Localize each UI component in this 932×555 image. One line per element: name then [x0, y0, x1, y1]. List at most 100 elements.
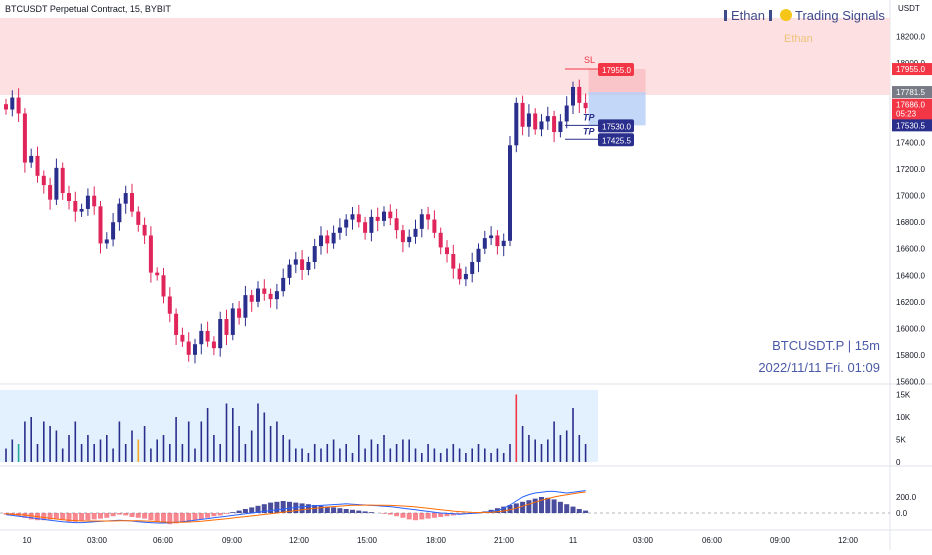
- candle-body: [41, 175, 46, 186]
- volume-bar: [339, 448, 341, 462]
- volume-bar: [578, 435, 581, 462]
- volume-bar: [225, 403, 228, 462]
- volume-bar: [572, 408, 574, 462]
- volume-bar: [358, 435, 360, 462]
- macd-histogram-bar: [551, 499, 557, 513]
- volume-bar: [269, 426, 272, 462]
- volume-bar: [244, 444, 247, 462]
- candle-body: [337, 227, 342, 233]
- candle-body: [136, 211, 141, 225]
- candle-body: [293, 259, 298, 265]
- candle-body: [67, 193, 71, 201]
- price-tick-label: 16200.0: [896, 298, 925, 307]
- macd-histogram-bar: [161, 513, 166, 524]
- axis-price-value: 17781.5: [896, 88, 925, 97]
- candle-body: [552, 116, 557, 133]
- candle-body: [224, 319, 229, 335]
- tp-label: TP: [583, 126, 595, 136]
- volume-bar: [200, 421, 203, 462]
- candle-body: [388, 211, 393, 219]
- time-tick-label: 03:00: [633, 536, 654, 545]
- candle-body: [394, 218, 399, 231]
- macd-histogram-bar: [406, 513, 412, 520]
- watermark-label: Ethan: [784, 33, 813, 45]
- candle-body: [350, 214, 355, 220]
- volume-bar: [213, 435, 215, 462]
- time-tick-label: 06:00: [702, 536, 723, 545]
- macd-histogram-bar: [501, 506, 507, 513]
- candle-body: [571, 86, 575, 106]
- candle-body: [438, 232, 443, 248]
- candle-body: [186, 341, 191, 355]
- volume-bar: [509, 444, 511, 462]
- macd-histogram-bar: [350, 509, 355, 513]
- macd-histogram-bar: [110, 513, 116, 517]
- volume-bar: [11, 439, 14, 462]
- candle-body: [363, 222, 368, 233]
- volume-bar: [376, 444, 379, 462]
- candle-body: [180, 334, 185, 342]
- volume-bar: [187, 421, 190, 462]
- sl-badge: [598, 63, 634, 77]
- candle-body: [539, 121, 544, 130]
- axis-price-value: 17530.5: [896, 121, 925, 130]
- volume-bar: [55, 430, 58, 462]
- volume-bar: [389, 448, 392, 462]
- macd-histogram-bar: [198, 513, 204, 520]
- volume-bar: [458, 448, 461, 462]
- candle-body: [508, 145, 512, 241]
- candle-body: [300, 259, 305, 270]
- candle-body: [312, 246, 317, 262]
- macd-histogram-bar: [507, 505, 513, 513]
- candle-body: [495, 235, 500, 247]
- volume-bar: [5, 448, 7, 462]
- datetime-info: 2022/11/11 Fri. 01:09: [758, 360, 880, 375]
- candle-body: [432, 219, 437, 233]
- time-tick-label: 11: [569, 536, 578, 545]
- macd-histogram-bar: [425, 513, 431, 519]
- volume-bar: [565, 430, 568, 462]
- volume-bar: [137, 439, 140, 462]
- macd-histogram-bar: [47, 513, 53, 520]
- candle-body: [54, 167, 59, 200]
- candle-body: [22, 113, 27, 163]
- macd-histogram-bar: [205, 513, 211, 518]
- macd-histogram-bar: [400, 513, 406, 518]
- volume-bar: [143, 426, 146, 462]
- candle-body: [331, 232, 336, 244]
- candle-body: [325, 235, 330, 244]
- volume-bar: [61, 448, 64, 462]
- candle-body: [306, 262, 311, 270]
- macd-histogram-bar: [324, 506, 330, 513]
- macd-histogram-bar: [135, 513, 141, 518]
- volume-bar: [124, 444, 127, 462]
- volume-bar: [584, 444, 587, 462]
- price-tick-label: 16600.0: [896, 245, 925, 254]
- volume-bar: [175, 417, 177, 462]
- candle-body: [174, 313, 179, 335]
- volume-bar: [313, 444, 316, 462]
- volume-bar: [238, 426, 240, 462]
- price-tick-label: 15800.0: [896, 351, 925, 360]
- volume-bar: [465, 453, 467, 462]
- volume-bar: [484, 448, 486, 462]
- macd-histogram-bar: [576, 509, 582, 513]
- volume-bar: [559, 435, 562, 462]
- candle-body: [60, 167, 65, 194]
- volume-bar: [452, 444, 455, 462]
- candle-body: [155, 272, 160, 276]
- candle-body: [211, 341, 216, 349]
- axis-price-value: 17955.0: [896, 65, 925, 74]
- macd-histogram-bar: [444, 513, 450, 517]
- volume-background: [0, 390, 598, 462]
- candle-body: [583, 102, 588, 109]
- volume-bar: [320, 448, 322, 462]
- candle-body: [514, 102, 519, 146]
- volume-bar: [332, 439, 335, 462]
- volume-bar: [553, 421, 555, 462]
- volume-bar: [282, 435, 284, 462]
- candle-body: [344, 219, 349, 228]
- candle-body: [382, 211, 386, 221]
- macd-histogram-bar: [255, 505, 261, 513]
